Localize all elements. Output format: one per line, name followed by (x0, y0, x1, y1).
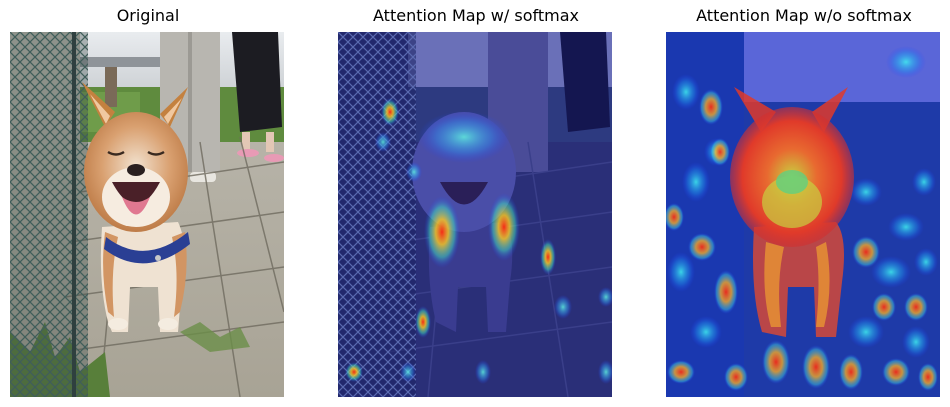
attention-map-softmax-image (338, 32, 612, 397)
original-photo (10, 32, 284, 397)
panel-title: Attention Map w/ softmax (373, 6, 579, 25)
panel-attention-no-softmax: Attention Map w/o softmax (666, 0, 942, 407)
panel-title: Original (116, 6, 180, 25)
attention-map-no-softmax-image (666, 32, 940, 397)
panel-original: Original (10, 0, 286, 407)
panel-attention-softmax: Attention Map w/ softmax (338, 0, 614, 407)
panel-title: Attention Map w/o softmax (696, 6, 912, 25)
